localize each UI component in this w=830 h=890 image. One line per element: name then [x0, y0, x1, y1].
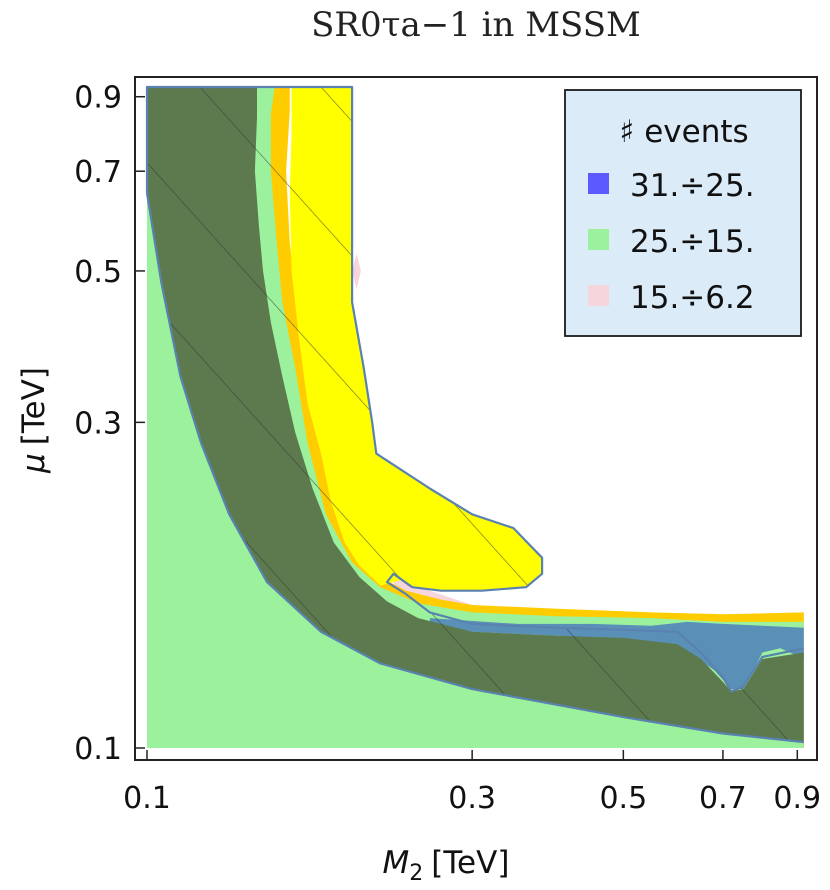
outline-excluded-contour [145, 85, 805, 693]
y-tick-label: 0.9 [74, 81, 122, 116]
x-axis-ticks: 0.1 0.3 0.5 0.7 0.9 [123, 750, 821, 816]
excluded-hatch [147, 87, 804, 743]
plot-frame [134, 76, 818, 761]
x-tick-label: 0.3 [448, 781, 496, 816]
x-tick-label: 0.5 [599, 781, 647, 816]
legend-label: 15.÷6.2 [630, 280, 755, 316]
legend-swatch [588, 229, 609, 250]
legend-title: ♯ events [619, 114, 748, 150]
y-tick-label: 0.1 [74, 732, 122, 767]
y-axis-label-symbol: μ [16, 453, 52, 474]
x-axis-label-symbol: M [383, 845, 410, 881]
x-axis-label-subscript: 2 [409, 861, 423, 886]
legend-swatch [588, 173, 609, 194]
legend-entries: 31.÷25. 25.÷15. 15.÷6.2 [588, 168, 755, 316]
x-tick-label: 0.9 [773, 781, 821, 816]
y-axis-label-unit: [TeV] [16, 367, 52, 445]
outline-lower-boundary [145, 193, 804, 744]
legend-label: 31.÷25. [630, 168, 755, 204]
x-axis-label-unit: [TeV] [431, 845, 509, 881]
y-tick-label: 0.7 [74, 155, 122, 190]
y-axis-ticks: 0.1 0.3 0.5 0.7 0.9 [74, 81, 145, 767]
hatch-layer [147, 87, 804, 743]
x-tick-label: 0.1 [123, 781, 171, 816]
x-tick-label: 0.7 [699, 781, 747, 816]
region-blue-strip [429, 618, 804, 690]
y-tick-label: 0.3 [74, 406, 122, 441]
region-pink-speck [352, 253, 361, 290]
legend-label: 25.÷15. [630, 224, 755, 260]
x-axis-label: M2 [TeV] [383, 845, 510, 886]
chart-title: SR0τa−1 in MSSM [311, 5, 641, 45]
y-axis-label: μ [TeV] [16, 367, 52, 474]
legend-swatch [588, 285, 609, 306]
y-tick-label: 0.5 [74, 255, 122, 290]
legend: ♯ events 31.÷25. 25.÷15. 15.÷6.2 [564, 89, 802, 337]
outline-layer [145, 85, 805, 744]
